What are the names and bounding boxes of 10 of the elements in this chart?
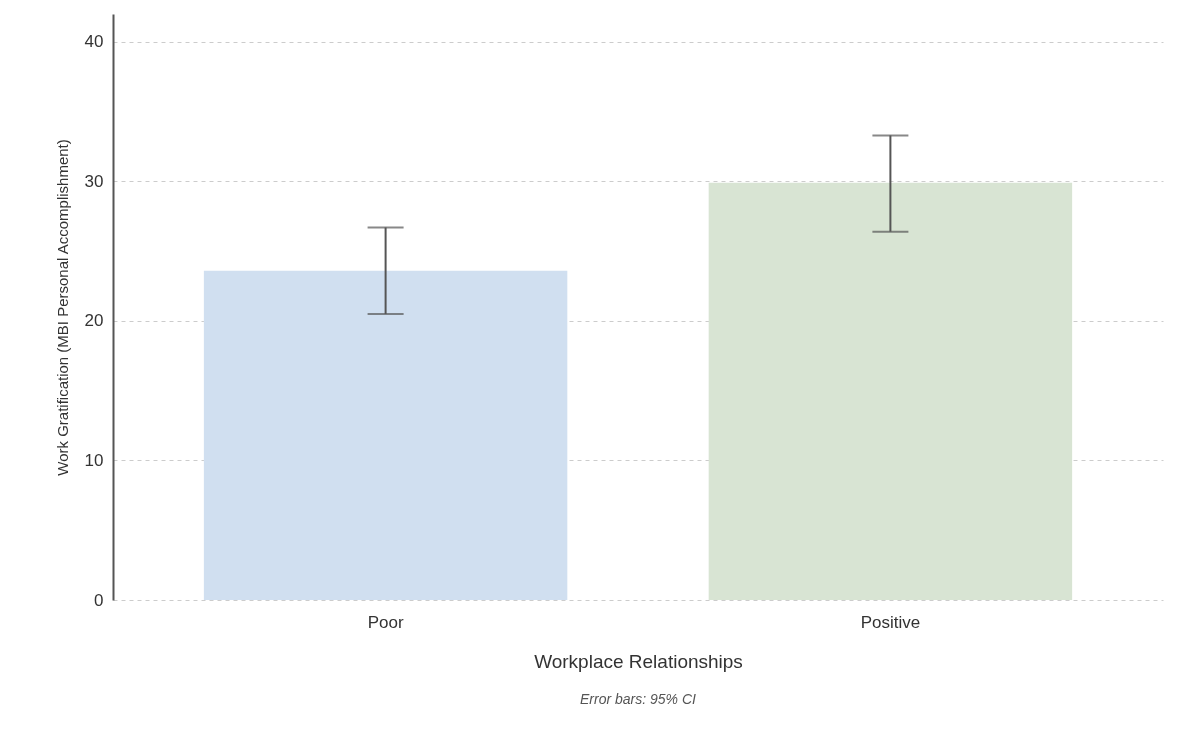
text: Error bars: 95% CI: [580, 691, 697, 707]
y-tick-label: 0: [94, 590, 104, 610]
y-tick-label: 30: [84, 171, 104, 191]
x-tick-label: Positive: [860, 612, 921, 632]
y-tick-label: 10: [84, 450, 104, 470]
x-tick-label: Poor: [367, 612, 404, 632]
y-tick-label: 20: [84, 311, 104, 331]
y-tick-label: 40: [84, 32, 104, 52]
y-axis-title: Work Gratification (MBI Personal Accomplishment): [53, 139, 71, 476]
x-axis-title: Workplace Relationships: [534, 650, 743, 672]
